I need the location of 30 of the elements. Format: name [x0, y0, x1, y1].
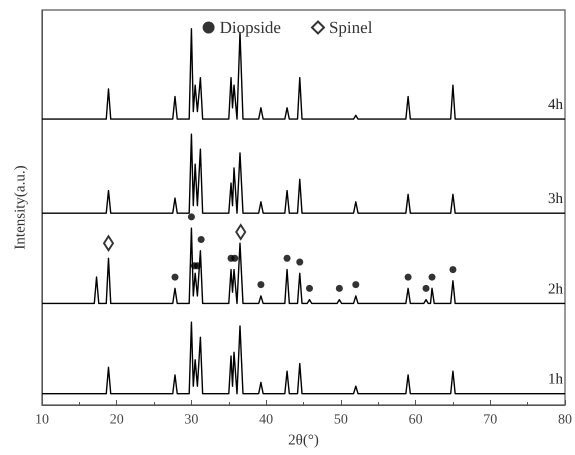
series-label: 4h — [548, 97, 564, 114]
series-label: 1h — [548, 372, 564, 388]
point — [188, 213, 195, 220]
point — [198, 236, 205, 243]
point — [336, 284, 343, 292]
legend-label: Diopside — [220, 18, 281, 37]
point — [404, 274, 412, 281]
x-tick-label: 40 — [259, 412, 274, 428]
point — [422, 284, 430, 292]
y-axis-title: Intensity(a.u.) — [12, 165, 28, 250]
point — [306, 284, 313, 292]
x-tick-label: 50 — [334, 412, 348, 428]
point — [172, 274, 178, 281]
point — [296, 258, 304, 266]
point — [449, 266, 456, 274]
x-tick-label: 10 — [35, 412, 49, 428]
point — [257, 281, 264, 288]
point — [428, 274, 436, 281]
series-label: 3h — [548, 191, 564, 208]
x-tick-label: 30 — [184, 412, 198, 428]
x-tick-label: 60 — [408, 412, 423, 428]
point — [352, 281, 360, 288]
point — [284, 254, 291, 262]
point — [231, 254, 238, 262]
x-tick-label: 80 — [558, 412, 572, 428]
x-tick-label: 70 — [483, 412, 498, 428]
x-tick-label: 20 — [110, 412, 124, 428]
series-label: 2h — [548, 281, 564, 298]
x-axis-title: 2θ(°) — [288, 432, 319, 448]
legend-label: Spinel — [328, 18, 373, 37]
